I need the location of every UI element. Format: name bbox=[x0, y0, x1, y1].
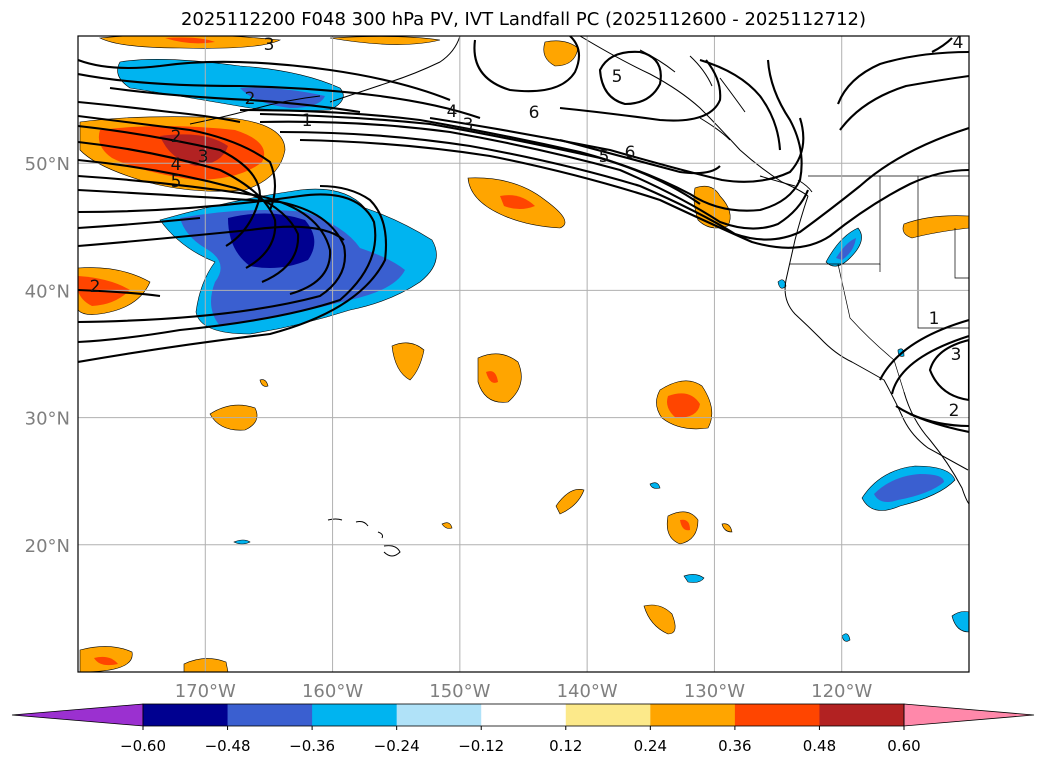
country-borders bbox=[790, 175, 969, 393]
lat-tick-label: 20°N bbox=[25, 536, 70, 557]
pv-positive-region bbox=[555, 489, 585, 515]
pv-negative-region bbox=[683, 574, 705, 583]
map-frame bbox=[77, 35, 970, 673]
pv-positive-region bbox=[477, 353, 522, 403]
pv-positive-core bbox=[680, 519, 690, 531]
pv-negative-region bbox=[951, 611, 969, 633]
pv-negative-region bbox=[841, 633, 851, 642]
colorbar-bin bbox=[565, 704, 651, 726]
pv-negative-region bbox=[233, 539, 251, 545]
colorbar: −0.60 −0.48 −0.36 −0.24 −0.12 0.12 0.24 0.36 0.4… bbox=[11, 703, 1035, 755]
lat-tick-label: 40°N bbox=[25, 281, 70, 302]
colorbar-extend-min bbox=[11, 703, 144, 727]
pv-positive-core bbox=[486, 371, 498, 383]
contour-label: 5 bbox=[171, 172, 182, 192]
contour-label: 5 bbox=[599, 147, 610, 167]
colorbar-extend-max bbox=[903, 703, 1035, 727]
lat-tick-label: 30°N bbox=[25, 409, 70, 430]
colorbar-tick-label: 0.36 bbox=[718, 737, 751, 755]
contour-label: 4 bbox=[447, 102, 458, 122]
lon-tick-label: 160°W bbox=[302, 681, 363, 702]
contour-label: 3 bbox=[198, 147, 209, 167]
lat-axis-labels: 20°N 30°N 40°N 50°N bbox=[25, 154, 70, 557]
pv-negative-region bbox=[649, 482, 661, 489]
colorbar-tick-label: 0.48 bbox=[803, 737, 836, 755]
colorbar-tick-label: 0.24 bbox=[634, 737, 667, 755]
colorbar-tick-label: 0.12 bbox=[549, 737, 582, 755]
pv-negative-core bbox=[836, 238, 856, 260]
contour-label: 5 bbox=[612, 67, 623, 87]
pv-positive-region bbox=[259, 379, 269, 387]
colorbar-tick-label: −0.48 bbox=[205, 737, 251, 755]
gridlines bbox=[78, 36, 969, 672]
colorbar-tick-label: −0.60 bbox=[120, 737, 166, 755]
lat-tick-label: 50°N bbox=[25, 154, 70, 175]
pv-positive-core bbox=[165, 37, 215, 44]
contour-label: 4 bbox=[171, 155, 182, 175]
colorbar-bin bbox=[227, 704, 313, 726]
lon-axis-labels: 170°W 160°W 150°W 140°W 130°W 120°W bbox=[175, 681, 873, 702]
colorbar-bin bbox=[143, 704, 229, 726]
map-title: 2025112200 F048 300 hPa PV, IVT Landfall… bbox=[180, 9, 867, 30]
colorbar-tick-label: −0.36 bbox=[289, 737, 335, 755]
pv-negative-core bbox=[874, 474, 944, 502]
pv-positive-core bbox=[94, 656, 118, 666]
contour-label: 3 bbox=[264, 35, 275, 55]
pv-positive-core bbox=[667, 393, 700, 418]
pv-positive-region bbox=[391, 342, 425, 381]
contour-label: 2 bbox=[949, 401, 960, 421]
pv-positive-region bbox=[902, 215, 969, 239]
lon-tick-label: 130°W bbox=[684, 681, 745, 702]
pv-negative-region bbox=[825, 227, 862, 267]
contour-label: 1 bbox=[302, 111, 313, 131]
colorbar-bin bbox=[650, 704, 736, 726]
colorbar-tick-label: 0.60 bbox=[887, 737, 920, 755]
lon-tick-label: 150°W bbox=[429, 681, 490, 702]
colorbar-bin bbox=[396, 704, 482, 726]
pv-positive-region bbox=[543, 40, 579, 67]
contour-label: 2 bbox=[90, 277, 101, 297]
colorbar-tick-label: −0.12 bbox=[458, 737, 504, 755]
lon-tick-label: 170°W bbox=[175, 681, 236, 702]
colorbar-bin bbox=[819, 704, 905, 726]
contour-label: 6 bbox=[529, 103, 540, 123]
colorbar-tick-label: −0.24 bbox=[374, 737, 420, 755]
colorbar-bin bbox=[312, 704, 398, 726]
colorbar-frame bbox=[142, 703, 905, 727]
pv-positive-max bbox=[160, 134, 228, 166]
pv-positive-region bbox=[183, 658, 229, 672]
pv-negative-core bbox=[240, 87, 325, 108]
contour-label: 3 bbox=[463, 115, 474, 135]
coastlines bbox=[189, 36, 969, 557]
contour-label: 3 bbox=[951, 345, 962, 365]
contour-label: 2 bbox=[171, 127, 182, 147]
contour-label: 1 bbox=[929, 309, 940, 329]
pv-positive-region bbox=[643, 604, 676, 635]
colorbar-bin bbox=[734, 704, 820, 726]
pv-positive-region bbox=[721, 523, 733, 533]
pv-positive-core bbox=[500, 195, 535, 209]
contour-label: 4 bbox=[953, 33, 964, 53]
lon-tick-label: 140°W bbox=[557, 681, 618, 702]
pv-contours bbox=[78, 36, 969, 434]
contour-label: 6 bbox=[625, 143, 636, 163]
contour-label: 2 bbox=[245, 89, 256, 109]
pv-negative-region bbox=[777, 279, 787, 289]
pv-positive-region bbox=[666, 511, 699, 545]
pv-positive-region bbox=[441, 522, 453, 529]
colorbar-bin bbox=[481, 704, 567, 726]
lon-tick-label: 120°W bbox=[811, 681, 872, 702]
